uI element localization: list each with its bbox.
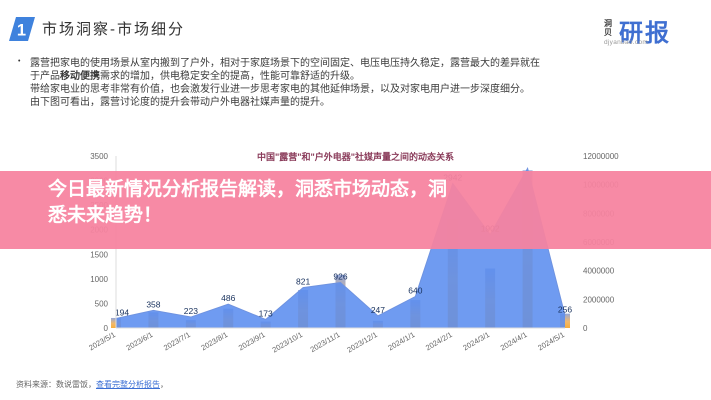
svg-text:247: 247: [371, 305, 385, 315]
svg-text:2023/6/1: 2023/6/1: [125, 330, 155, 352]
svg-text:12000000: 12000000: [583, 152, 619, 161]
svg-text:223: 223: [184, 306, 198, 316]
svg-text:2023/7/1: 2023/7/1: [162, 330, 192, 352]
svg-text:2023/11/1: 2023/11/1: [309, 330, 342, 354]
svg-text:173: 173: [259, 308, 273, 318]
svg-text:2000000: 2000000: [583, 295, 615, 304]
svg-text:2023/8/1: 2023/8/1: [199, 330, 229, 352]
svg-text:2024/4/1: 2024/4/1: [499, 330, 529, 352]
svg-text:0: 0: [583, 324, 588, 333]
svg-text:2024/2/1: 2024/2/1: [424, 330, 454, 352]
svg-text:3500: 3500: [90, 152, 108, 161]
svg-text:194: 194: [115, 307, 129, 317]
svg-text:2024/1/1: 2024/1/1: [387, 330, 417, 352]
svg-text:500: 500: [95, 299, 109, 308]
svg-text:2023/9/1: 2023/9/1: [237, 330, 267, 352]
svg-text:640: 640: [408, 286, 422, 296]
svg-text:1000: 1000: [90, 275, 108, 284]
svg-text:256: 256: [558, 304, 572, 314]
svg-text:358: 358: [146, 299, 160, 309]
svg-text:486: 486: [221, 293, 235, 303]
svg-text:926: 926: [333, 271, 347, 281]
svg-text:2024/5/1: 2024/5/1: [536, 330, 566, 352]
svg-text:0: 0: [104, 324, 109, 333]
svg-text:1: 1: [17, 22, 26, 40]
svg-text:6000000: 6000000: [583, 238, 615, 247]
svg-text:4000000: 4000000: [583, 267, 615, 276]
svg-text:2024/3/1: 2024/3/1: [461, 330, 491, 352]
svg-text:821: 821: [296, 277, 310, 287]
svg-text:2023/5/1: 2023/5/1: [87, 330, 117, 352]
svg-text:2023/10/1: 2023/10/1: [271, 330, 304, 354]
svg-text:2023/12/1: 2023/12/1: [346, 330, 379, 354]
svg-text:1500: 1500: [90, 250, 108, 259]
